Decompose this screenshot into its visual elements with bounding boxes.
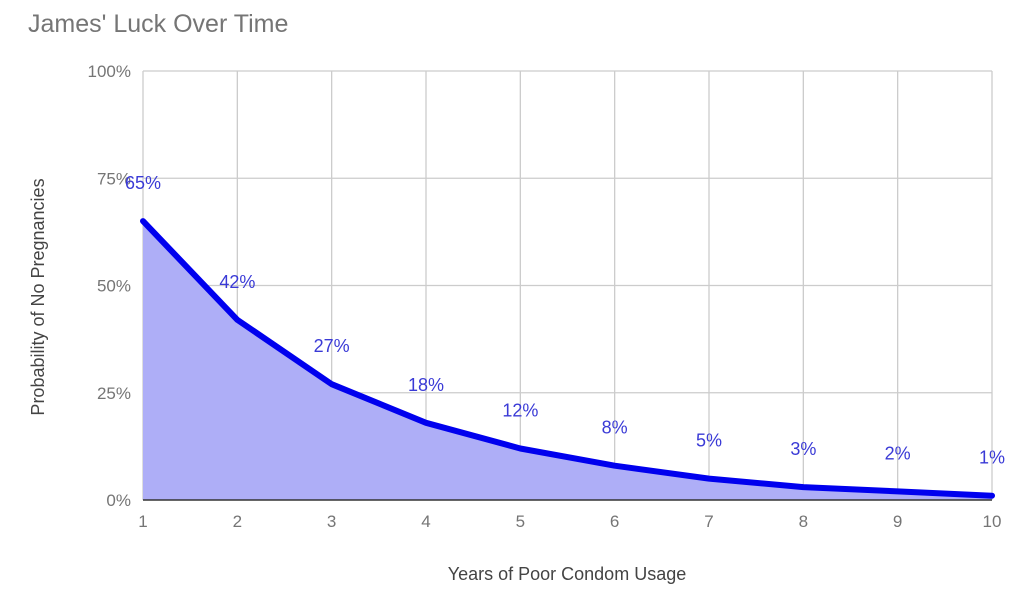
data-label: 5% [696, 431, 722, 451]
x-tick-label: 4 [421, 512, 430, 531]
data-label: 1% [979, 448, 1005, 468]
y-tick-label: 100% [88, 62, 131, 81]
y-tick-labels: 0%25%50%75%100% [88, 62, 131, 510]
x-tick-label: 2 [233, 512, 242, 531]
data-label: 8% [602, 418, 628, 438]
y-tick-label: 50% [97, 277, 131, 296]
data-label: 42% [219, 272, 255, 292]
x-tick-label: 6 [610, 512, 619, 531]
data-label: 65% [125, 173, 161, 193]
data-label: 2% [885, 443, 911, 463]
y-axis-title: Probability of No Pregnancies [28, 178, 48, 415]
x-tick-label: 1 [138, 512, 147, 531]
data-label: 3% [790, 439, 816, 459]
chart-title: James' Luck Over Time [28, 10, 288, 38]
x-tick-labels: 1 2 3 4 5 6 7 8 9 10 [138, 512, 1001, 531]
x-tick-label: 10 [983, 512, 1002, 531]
y-tick-label: 25% [97, 384, 131, 403]
data-label: 18% [408, 375, 444, 395]
data-label: 27% [314, 336, 350, 356]
x-tick-label: 5 [516, 512, 525, 531]
x-tick-label: 7 [704, 512, 713, 531]
data-label: 12% [502, 401, 538, 421]
x-tick-label: 8 [799, 512, 808, 531]
x-axis-title: Years of Poor Condom Usage [448, 564, 686, 584]
x-tick-label: 3 [327, 512, 336, 531]
y-tick-label: 0% [106, 491, 131, 510]
x-tick-label: 9 [893, 512, 902, 531]
